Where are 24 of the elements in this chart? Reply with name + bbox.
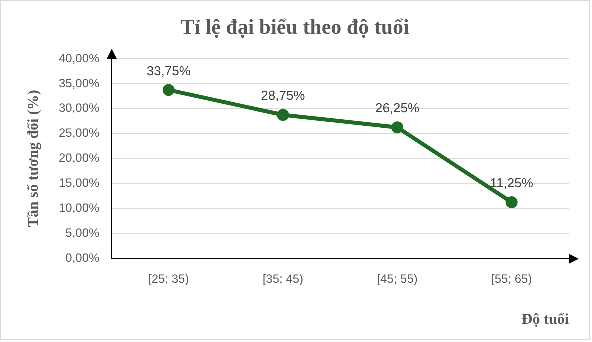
- y-tick-label: 35,00%: [58, 76, 100, 90]
- x-tick-label: [25; 35): [148, 272, 190, 286]
- y-tick-label: 40,00%: [58, 51, 100, 66]
- y-tick-label: 20,00%: [58, 151, 100, 166]
- x-tick-label: [35; 45): [262, 272, 304, 286]
- data-label: 26,25%: [375, 100, 420, 116]
- x-tick-label: [45; 55): [377, 272, 418, 286]
- data-label: 33,75%: [146, 63, 192, 78]
- point: [277, 109, 290, 122]
- x-axis-title: Độ tuổi: [522, 312, 569, 328]
- point: [162, 84, 175, 96]
- y-tick-label: 25,00%: [58, 126, 100, 140]
- chart-title: Tỉ lệ đại biểu theo độ tuổi: [180, 15, 410, 40]
- y-tick-label: 15,00%: [58, 176, 100, 190]
- y-tick-label: 10,00%: [58, 201, 100, 216]
- y-axis-title: Tần số tương đối (%): [26, 90, 42, 228]
- point: [506, 196, 518, 208]
- data-label: 11,25%: [490, 176, 534, 191]
- x-tick-label: [55; 65): [491, 272, 532, 286]
- y-tick-label: 30,00%: [58, 101, 100, 116]
- y-tick-label: 0,00%: [66, 250, 100, 265]
- y-tick-label: 5,00%: [66, 226, 100, 240]
- point: [392, 122, 404, 134]
- data-label: 28,75%: [261, 88, 306, 104]
